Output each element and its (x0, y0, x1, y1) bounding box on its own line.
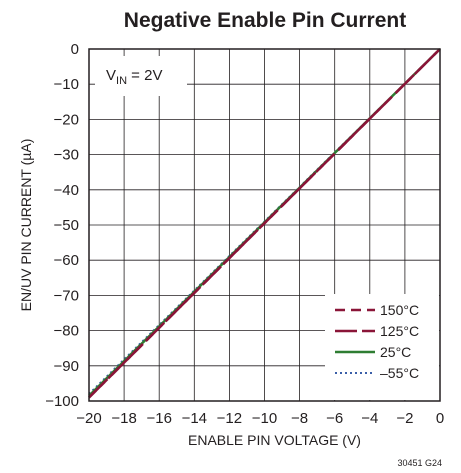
x-axis-label: ENABLE PIN VOLTAGE (V) (188, 432, 361, 448)
x-tick-label: −18 (111, 410, 136, 427)
vin-annotation: VIN = 2V (95, 56, 187, 96)
x-tick-label: −12 (217, 410, 242, 427)
x-tick-label: −20 (76, 410, 101, 427)
x-tick-label: −10 (252, 410, 277, 427)
y-tick-label: −20 (54, 111, 79, 128)
y-tick-label: −90 (54, 358, 79, 375)
legend-label: 150°C (380, 302, 419, 318)
y-tick-label: −60 (54, 252, 79, 269)
y-tick-labels: 0 −10 −20 −30 −40 −50 −60 −70 −80 −90 −100 (45, 41, 79, 410)
y-tick-label: −10 (54, 76, 79, 93)
figure-number: 30451 G24 (397, 458, 442, 468)
y-tick-label: −80 (54, 323, 79, 340)
plot-frame (88, 48, 441, 402)
y-tick-label: −30 (54, 147, 79, 164)
y-tick-label: −40 (54, 182, 79, 199)
x-tick-label: 0 (436, 410, 444, 427)
y-tick-label: −70 (54, 287, 79, 304)
series-line (88, 48, 441, 399)
x-tick-label: −16 (146, 410, 171, 427)
legend-label: –55°C (380, 365, 419, 381)
y-axis-label: EN/UV PIN CURRENT (µA) (18, 139, 34, 312)
series-lines (88, 48, 441, 399)
y-tick-label: −100 (45, 393, 79, 410)
x-tick-label: −8 (291, 410, 308, 427)
x-tick-label: −14 (182, 410, 207, 427)
legend-label: 125°C (380, 323, 419, 339)
y-tick-label: 0 (71, 41, 79, 58)
vin-annotation-text: VIN = 2V (106, 67, 162, 87)
chart-title: Negative Enable Pin Current (124, 9, 406, 32)
annotation-box (95, 56, 187, 96)
y-tick-label: −50 (54, 217, 79, 234)
x-tick-label: −2 (396, 410, 413, 427)
legend-label: 25°C (380, 344, 411, 360)
x-tick-label: −4 (361, 410, 378, 427)
legend: 150°C 125°C 25°C –55°C (325, 294, 439, 400)
legend-box (325, 294, 439, 400)
x-tick-labels: −20 −18 −16 −14 −12 −10 −8 −6 −4 −2 0 (76, 410, 444, 427)
x-tick-label: −6 (326, 410, 343, 427)
